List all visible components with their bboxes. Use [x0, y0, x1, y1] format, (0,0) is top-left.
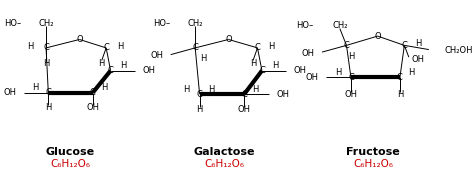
Text: C: C — [348, 73, 354, 82]
Text: O: O — [225, 35, 232, 44]
Text: O: O — [76, 35, 83, 44]
Text: HO–: HO– — [296, 22, 313, 30]
Text: C: C — [344, 41, 349, 50]
Text: HO–: HO– — [4, 19, 22, 28]
Text: C₆H₁₂O₆: C₆H₁₂O₆ — [204, 159, 244, 169]
Text: H: H — [250, 58, 256, 68]
Text: H: H — [348, 52, 354, 61]
Text: H: H — [208, 85, 214, 94]
Text: H: H — [196, 105, 203, 114]
Text: C: C — [241, 90, 247, 99]
Text: CH₂: CH₂ — [187, 19, 203, 28]
Text: C: C — [90, 88, 96, 97]
Text: Glucose: Glucose — [46, 147, 95, 157]
Text: Galactose: Galactose — [193, 147, 255, 157]
Text: H: H — [27, 42, 34, 51]
Text: H: H — [43, 58, 49, 68]
Text: H: H — [397, 90, 403, 99]
Text: H: H — [200, 54, 206, 63]
Text: OH: OH — [3, 88, 16, 97]
Text: H: H — [416, 39, 422, 48]
Text: CH₂OH: CH₂OH — [445, 46, 473, 55]
Text: OH: OH — [411, 55, 424, 64]
Text: OH: OH — [143, 66, 155, 75]
Text: C: C — [259, 66, 265, 75]
Text: C: C — [46, 88, 51, 97]
Text: OH: OH — [86, 103, 100, 112]
Text: H: H — [32, 83, 38, 92]
Text: H: H — [99, 58, 105, 68]
Text: H: H — [269, 42, 275, 51]
Text: H: H — [45, 103, 52, 112]
Text: O: O — [374, 32, 381, 41]
Text: C: C — [197, 90, 202, 99]
Text: C: C — [108, 66, 114, 75]
Text: CH₂: CH₂ — [332, 22, 347, 30]
Text: H: H — [408, 68, 414, 77]
Text: C: C — [103, 43, 109, 52]
Text: OH: OH — [150, 51, 163, 60]
Text: H: H — [272, 61, 278, 70]
Text: Fructose: Fructose — [346, 147, 400, 157]
Text: C: C — [43, 43, 49, 52]
Text: C: C — [192, 43, 198, 52]
Text: OH: OH — [306, 73, 319, 82]
Text: OH: OH — [276, 90, 289, 99]
Text: C: C — [255, 43, 260, 52]
Text: H: H — [101, 83, 107, 92]
Text: C: C — [401, 41, 407, 50]
Text: H: H — [183, 85, 190, 94]
Text: C: C — [397, 73, 403, 82]
Text: HO–: HO– — [154, 19, 171, 28]
Text: H: H — [252, 85, 258, 94]
Text: C₆H₁₂O₆: C₆H₁₂O₆ — [51, 159, 91, 169]
Text: H: H — [117, 42, 124, 51]
Text: C₆H₁₂O₆: C₆H₁₂O₆ — [353, 159, 393, 169]
Text: H: H — [335, 68, 341, 77]
Text: OH: OH — [345, 90, 357, 99]
Text: OH: OH — [294, 66, 307, 75]
Text: H: H — [120, 61, 127, 70]
Text: CH₂: CH₂ — [38, 19, 54, 28]
Text: OH: OH — [301, 49, 314, 58]
Text: OH: OH — [237, 105, 251, 114]
